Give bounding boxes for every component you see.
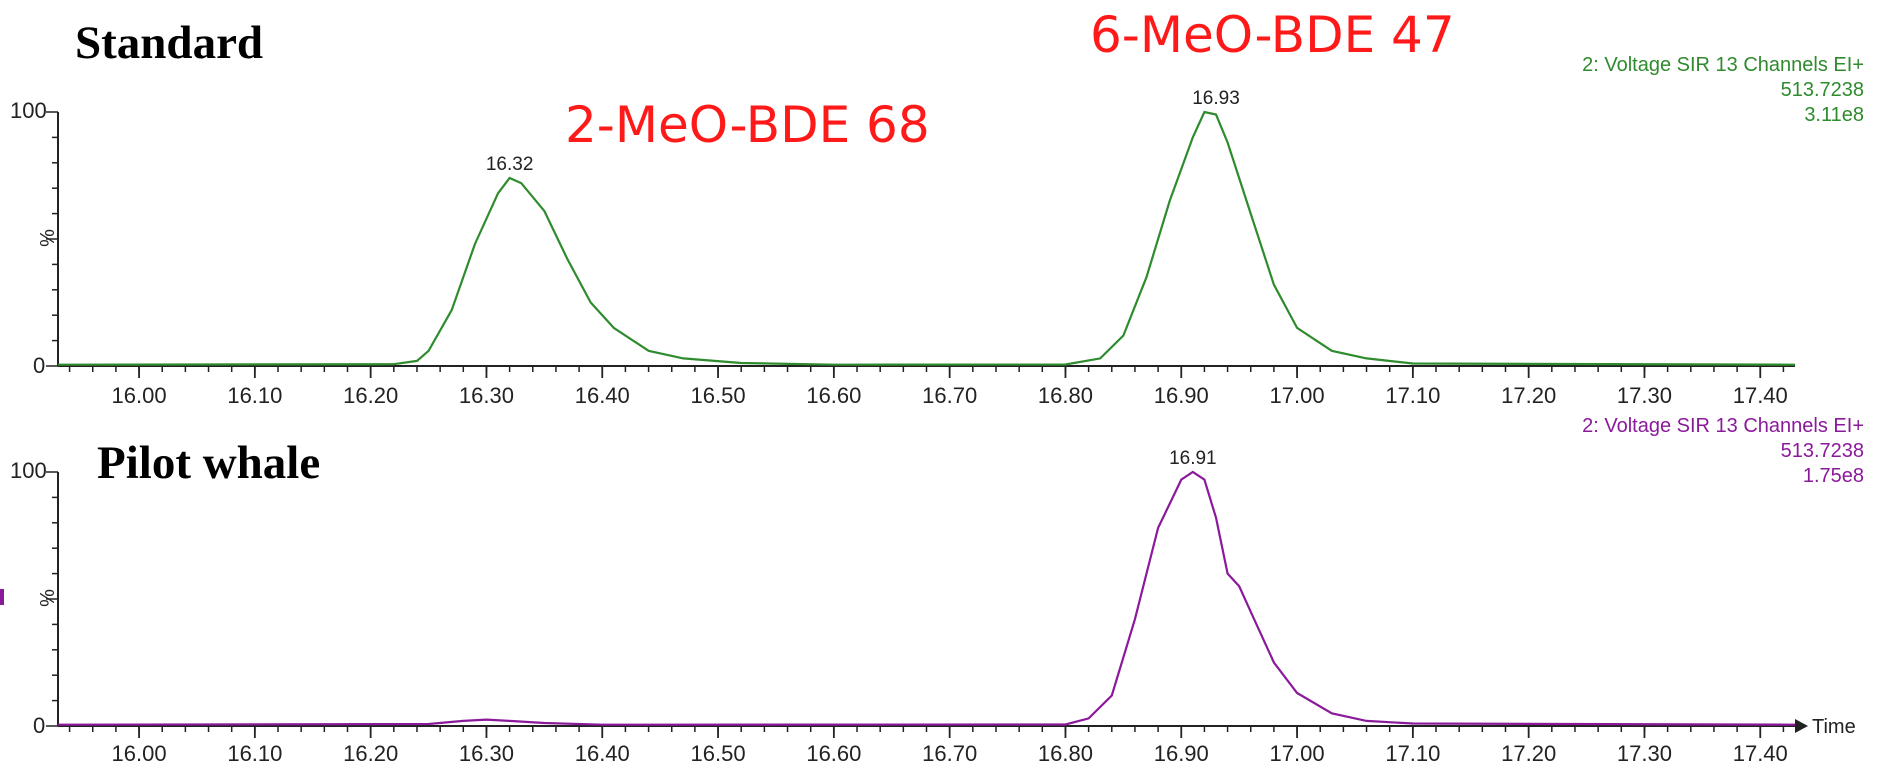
x-tick-label: 17.20 xyxy=(1501,383,1556,408)
x-tick-label: 17.30 xyxy=(1617,741,1672,765)
y-minor-ticks xyxy=(46,471,58,727)
x-tick-label: 17.40 xyxy=(1733,383,1788,408)
x-tick-labels: 16.00 16.10 16.20 16.30 16.40 16.50 16.60 16.70… xyxy=(112,741,1788,765)
x-tick-label: 16.80 xyxy=(1038,383,1093,408)
x-tick-label: 16.40 xyxy=(575,383,630,408)
instrument-info-line: 2: Voltage SIR 13 Channels EI+ xyxy=(1582,415,1864,437)
intensity-value: 1.75e8 xyxy=(1803,465,1864,487)
x-tick-label: 16.30 xyxy=(459,741,514,765)
x-tick-label: 16.40 xyxy=(575,741,630,765)
y-tick-label-100: 100 xyxy=(10,458,47,483)
x-tick-label: 17.10 xyxy=(1385,383,1440,408)
x-major-ticks xyxy=(138,726,1762,738)
x-tick-label: 16.90 xyxy=(1154,741,1209,765)
x-tick-label: 17.10 xyxy=(1385,741,1440,765)
x-tick-label: 16.60 xyxy=(806,741,861,765)
x-tick-label: 16.00 xyxy=(112,383,167,408)
x-tick-label: 16.70 xyxy=(922,383,977,408)
x-tick-label: 17.20 xyxy=(1501,741,1556,765)
y-minor-ticks xyxy=(46,111,58,367)
x-tick-labels: 16.00 16.10 16.20 16.30 16.40 16.50 16.60 16.70… xyxy=(112,383,1788,408)
x-tick-label: 16.50 xyxy=(691,383,746,408)
peak-labels: 16.32 16.93 xyxy=(486,88,1240,175)
chromatogram-trace-standard xyxy=(57,110,1796,366)
x-tick-label: 16.20 xyxy=(343,741,398,765)
sample-title-pilot-whale: Pilot whale xyxy=(97,437,320,489)
time-axis-arrow-icon xyxy=(1795,719,1808,733)
y-axis-label: % xyxy=(37,229,59,247)
x-tick-label: 16.20 xyxy=(343,383,398,408)
chromatogram-panel-standard: Standard 2-MeO-BDE 68 6-MeO-BDE 47 2: Vo… xyxy=(10,6,1864,408)
x-tick-label: 16.70 xyxy=(922,741,977,765)
peak-label: 16.93 xyxy=(1192,88,1240,109)
x-tick-label: 16.00 xyxy=(112,741,167,765)
mass-channel-value: 513.7238 xyxy=(1781,79,1864,101)
sample-title-standard: Standard xyxy=(75,17,263,69)
x-tick-label: 16.10 xyxy=(227,741,282,765)
x-tick-label: 17.30 xyxy=(1617,383,1672,408)
chromatogram-trace-pilot-whale xyxy=(57,470,1796,726)
y-axis-label: % xyxy=(37,589,59,607)
x-axis-label-time: Time xyxy=(1812,716,1856,738)
instrument-info-line: 2: Voltage SIR 13 Channels EI+ xyxy=(1582,54,1864,76)
compound-label-6-meo-bde-47: 6-MeO-BDE 47 xyxy=(1090,6,1455,64)
x-tick-label: 16.30 xyxy=(459,383,514,408)
x-major-ticks xyxy=(138,366,1762,378)
peak-label: 16.32 xyxy=(486,154,534,175)
x-tick-label: 17.00 xyxy=(1270,741,1325,765)
chromatogram-panel-pilot-whale: Pilot whale 2: Voltage SIR 13 Channels E… xyxy=(0,415,1864,765)
x-tick-label: 16.60 xyxy=(806,383,861,408)
x-tick-label: 16.50 xyxy=(691,741,746,765)
x-tick-label: 16.90 xyxy=(1154,383,1209,408)
compound-label-2-meo-bde-68: 2-MeO-BDE 68 xyxy=(565,96,930,154)
trace-color-marker xyxy=(0,589,4,605)
y-tick-label-0: 0 xyxy=(33,353,45,378)
y-tick-label-0: 0 xyxy=(33,713,45,738)
peak-labels: 16.91 xyxy=(1169,448,1217,469)
mass-channel-value: 513.7238 xyxy=(1781,440,1864,462)
x-tick-label: 16.10 xyxy=(227,383,282,408)
x-tick-label: 17.00 xyxy=(1270,383,1325,408)
peak-label: 16.91 xyxy=(1169,448,1217,469)
y-tick-label-100: 100 xyxy=(10,98,47,123)
intensity-value: 3.11e8 xyxy=(1804,104,1864,126)
x-tick-label: 16.80 xyxy=(1038,741,1093,765)
x-tick-label: 17.40 xyxy=(1733,741,1788,765)
